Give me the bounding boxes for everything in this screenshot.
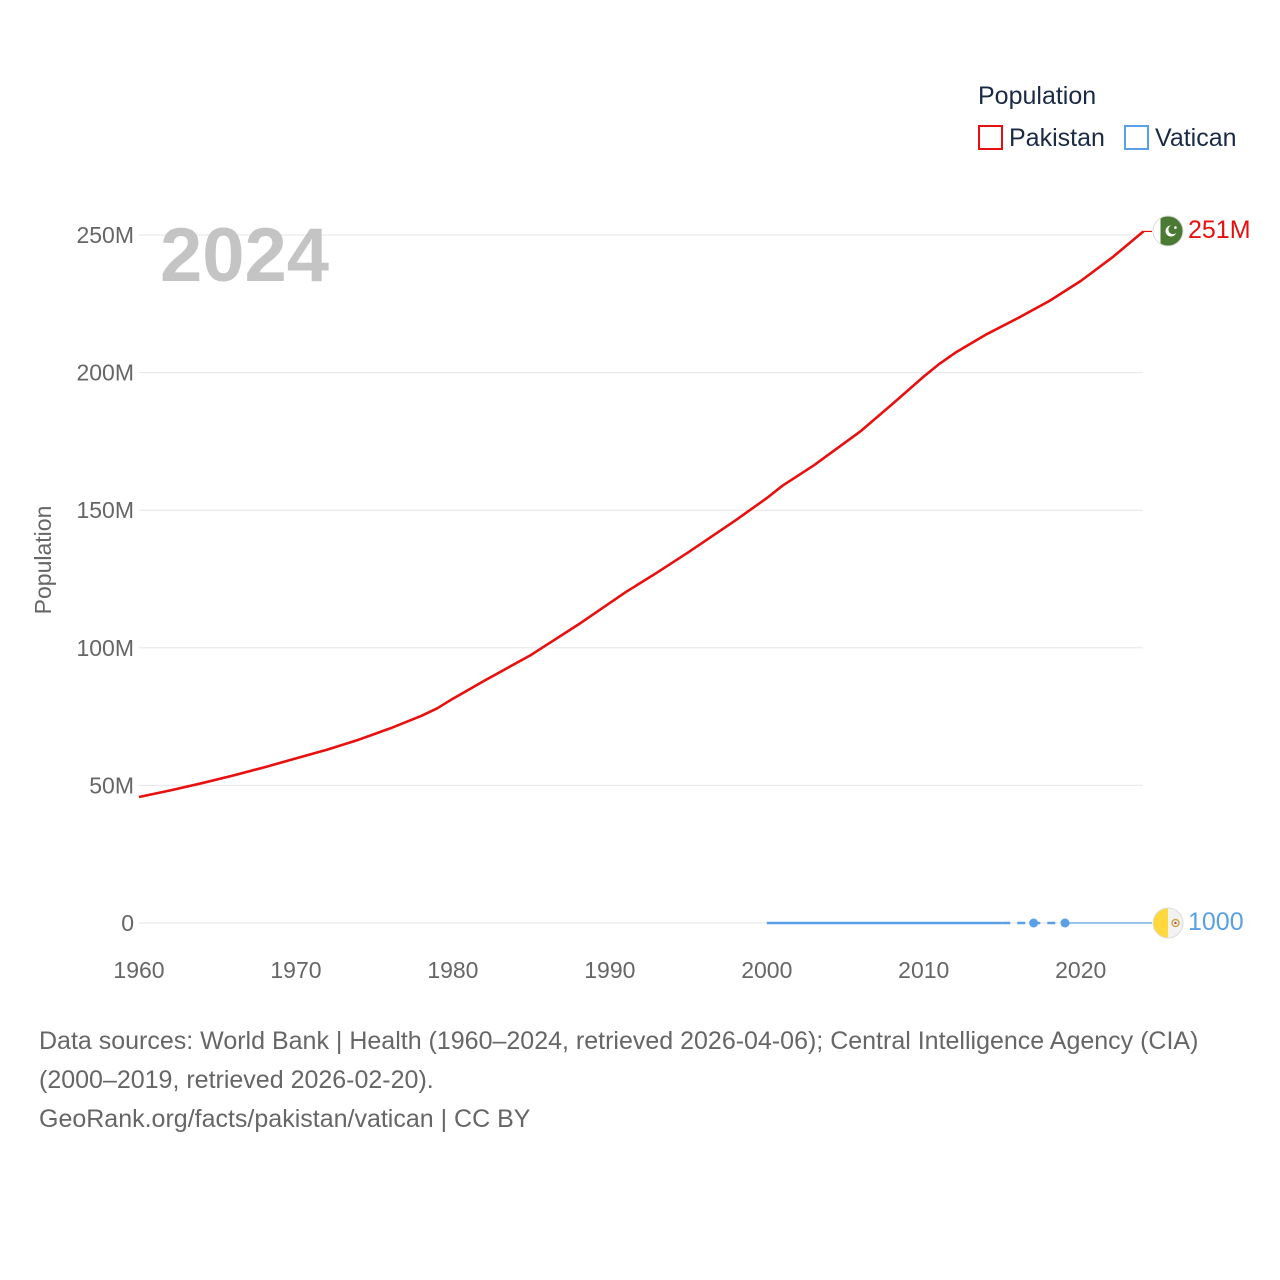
- y-tick-label: 250M: [76, 222, 134, 248]
- legend: Population Pakistan Vatican: [978, 82, 1237, 152]
- x-tick-label: 1980: [427, 957, 478, 983]
- legend-swatch-pakistan: [978, 125, 1003, 150]
- legend-title: Population: [978, 82, 1096, 110]
- x-tick-label: 2010: [898, 957, 949, 983]
- x-tick-label: 1960: [113, 957, 164, 983]
- x-axis-ticks: 1960 1970 1980 1990 2000 2010 2020: [113, 957, 1106, 983]
- series-layer: [138, 230, 1152, 928]
- pakistan-end-value: 251M: [1188, 216, 1251, 244]
- chart-title-year: 2024: [160, 213, 329, 298]
- y-tick-label: 150M: [76, 497, 134, 523]
- legend-label-pakistan: Pakistan: [1009, 124, 1105, 152]
- y-axis-ticks: 0 50M 100M 150M 200M 250M: [76, 222, 134, 936]
- legend-label-vatican: Vatican: [1155, 124, 1237, 152]
- population-chart: 0 50M 100M 150M 200M 250M 1960 1970 1980 1990 200…: [30, 82, 1251, 983]
- legend-swatch-vatican: [1124, 125, 1149, 150]
- x-tick-label: 2020: [1055, 957, 1106, 983]
- data-sources-line-2: (2000–2019, retrieved 2026-02-20).: [39, 1066, 434, 1094]
- y-tick-label: 50M: [89, 772, 134, 798]
- vatican-end-value: 1000: [1188, 908, 1244, 936]
- y-tick-label: 200M: [76, 360, 134, 386]
- y-tick-label: 100M: [76, 635, 134, 661]
- y-axis-label: Population: [30, 506, 56, 615]
- gridlines: [139, 234, 1143, 924]
- x-tick-label: 1990: [584, 957, 635, 983]
- legend-item-vatican[interactable]: Vatican: [1124, 124, 1237, 152]
- vatican-point-2019[interactable]: [1060, 918, 1070, 928]
- legend-item-pakistan[interactable]: Pakistan: [978, 124, 1105, 152]
- y-tick-label: 0: [121, 910, 134, 936]
- credit-link[interactable]: GeoRank.org/facts/pakistan/vatican | CC …: [39, 1105, 531, 1133]
- footer: Data sources: World Bank | Health (1960–…: [39, 1022, 1249, 1139]
- vatican-flag-icon: [1152, 907, 1184, 939]
- vatican-point-2017[interactable]: [1029, 918, 1039, 928]
- series-line-pakistan[interactable]: [138, 230, 1145, 799]
- pakistan-flag-icon: [1152, 215, 1184, 247]
- x-tick-label: 1970: [270, 957, 321, 983]
- x-tick-label: 2000: [741, 957, 792, 983]
- data-sources-line-1: Data sources: World Bank | Health (1960–…: [39, 1027, 1199, 1055]
